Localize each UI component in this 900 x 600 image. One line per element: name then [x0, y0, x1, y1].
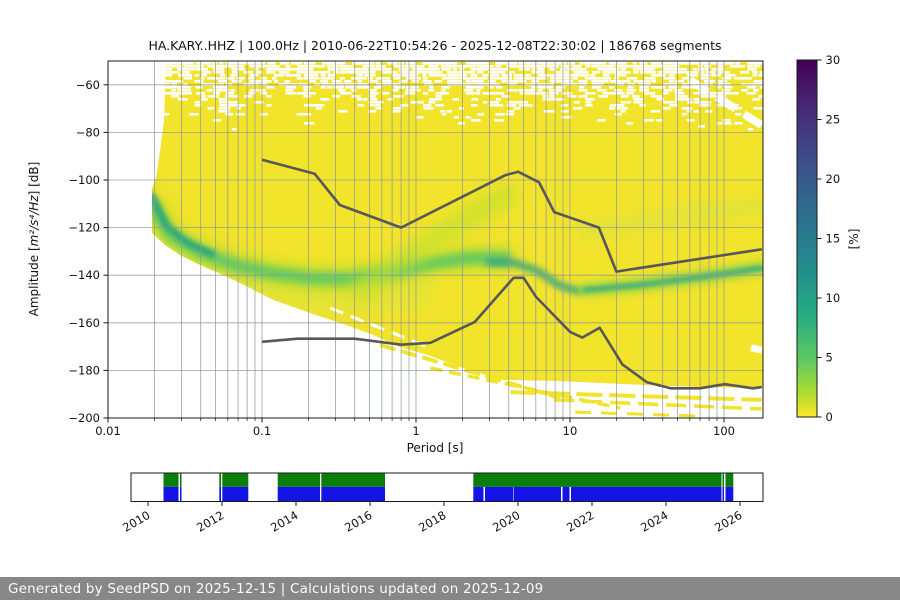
ppsd-heatmap [152, 62, 763, 388]
timeline-blue-segment [321, 486, 385, 501]
noise-model-low-line [261, 276, 762, 390]
ridge-right-stripe-core [582, 265, 763, 293]
timeline-blue-segment [219, 486, 221, 501]
colorbar-tick-label: 25 [826, 113, 841, 127]
colorbar-gradient [796, 59, 818, 418]
ridge-microseism-blob [485, 258, 583, 295]
timeline-year-label: 2012 [194, 508, 226, 535]
colorbar-tick-label: 30 [826, 53, 841, 67]
timeline-blue-segment [722, 486, 724, 501]
y-tick-label: −160 [68, 316, 100, 330]
streak-under-streak-3 [510, 390, 762, 402]
timeline-blue-segment [163, 486, 179, 501]
colorbar: 0 5 10 15 20 25 30 [%] [796, 53, 861, 424]
y-axis-label: Amplitude [m²/s⁴/Hz] [dB] [27, 162, 41, 317]
timeline-green-segment [180, 473, 182, 487]
colorbar-tick-label: 0 [826, 410, 833, 424]
streak-topright-white [687, 76, 763, 129]
y-tick-label: −200 [68, 411, 100, 425]
timeline-year-label: 2026 [712, 508, 744, 535]
timeline-year-label: 2014 [268, 508, 300, 535]
timeline-year-label: 2010 [120, 508, 152, 535]
colorbar-tick-label: 20 [826, 172, 841, 186]
timeline-blue-segment [222, 486, 249, 501]
timeline-blue-segment [725, 486, 734, 501]
timeline-green-segment [321, 473, 385, 487]
timeline-green-segment [163, 473, 179, 487]
x-tick-label: 0.1 [253, 424, 271, 438]
y-tick-label: −140 [68, 268, 100, 282]
timeline-green-segment [473, 473, 722, 487]
plot-border [107, 60, 764, 419]
timeline-year-label: 2016 [342, 508, 374, 535]
timeline-blue-segment [571, 486, 722, 501]
timeline-blue-segment [473, 486, 484, 501]
ridge-diag-band [349, 184, 517, 300]
x-axis-label: Period [s] [407, 441, 464, 455]
x-tick-label: 10 [563, 424, 578, 438]
timeline-green-segment [277, 473, 320, 487]
timeline-blue-segment [562, 486, 570, 501]
plot-gridlines [107, 61, 763, 418]
y-tick-label: −120 [68, 221, 100, 235]
timeline-green-segment [722, 473, 724, 487]
timeline-year-label: 2024 [638, 508, 670, 535]
plot-title: HA.KARY..HHZ | 100.0Hz | 2010-06-22T10:5… [148, 38, 721, 53]
ridge-teal-left [152, 192, 216, 258]
timeline-blue-segment [180, 486, 182, 501]
y-tick-label: −100 [68, 173, 100, 187]
streak-under-streak-4 [554, 398, 762, 411]
y-tick-label: −60 [76, 78, 100, 92]
timeline-blue-segment [485, 486, 513, 501]
ppsd-plot: HA.KARY..HHZ | 100.0Hz | 2010-06-22T10:5… [27, 38, 861, 535]
ppsd-gap-streaks [379, 342, 762, 418]
noise-model-high-line [261, 158, 762, 273]
timeline-green-segment [222, 473, 249, 487]
footer-bar: Generated by SeedPSD on 2025-12-15 | Cal… [0, 577, 900, 600]
y-tick-label: −80 [76, 125, 100, 139]
timeline-green-segment [725, 473, 734, 487]
colorbar-tick-label: 10 [826, 291, 841, 305]
streak-inner-white-gap [329, 306, 431, 350]
peterson-noise-model-lines [261, 158, 762, 390]
streak-rightedge-notch [750, 344, 763, 354]
timeline-blue-segment [513, 486, 561, 501]
timeline-year-label: 2020 [490, 508, 522, 535]
colorbar-tick-label: 15 [826, 232, 841, 246]
y-tick-label: −180 [68, 363, 100, 377]
footer-text: Generated by SeedPSD on 2025-12-15 | Cal… [8, 580, 544, 597]
colorbar-label: [%] [847, 229, 861, 250]
x-tick-label: 1 [412, 424, 419, 438]
x-tick-label: 0.01 [95, 424, 121, 438]
timeline-blue-segment [277, 486, 320, 501]
colorbar-tick-label: 5 [826, 351, 833, 365]
timeline-year-label: 2018 [416, 508, 448, 535]
timeline-year-label: 2022 [564, 508, 596, 535]
plot-axes: 0.01 0.1 1 10 100 −60 −80 −100 −120 −140 −160 −180 −… [68, 60, 764, 438]
data-availability-timeline: 2010 2012 2014 2016 2018 2020 2022 2024 2026 [120, 472, 764, 535]
x-tick-label: 100 [713, 424, 735, 438]
streak-under-streak-5 [575, 410, 701, 418]
timeline-green-segment [219, 473, 221, 487]
